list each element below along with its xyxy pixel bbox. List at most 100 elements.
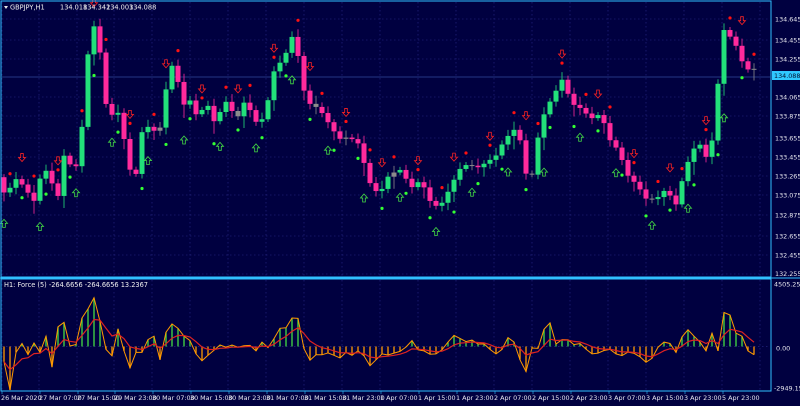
candle-body[interactable]	[61, 155, 67, 196]
candle-body[interactable]	[43, 170, 49, 179]
candle-body[interactable]	[337, 131, 343, 139]
candle-body[interactable]	[205, 105, 211, 110]
candle-body[interactable]	[37, 178, 43, 201]
candle-body[interactable]	[97, 26, 103, 53]
candle-body[interactable]	[73, 164, 79, 167]
candle-body[interactable]	[703, 144, 709, 157]
candle-body[interactable]	[595, 115, 601, 119]
candle-body[interactable]	[631, 175, 637, 182]
candle-body[interactable]	[241, 102, 247, 117]
candle-body[interactable]	[439, 202, 445, 206]
candle-body[interactable]	[373, 183, 379, 192]
candle-body[interactable]	[175, 65, 181, 82]
candle-body[interactable]	[499, 144, 505, 156]
candle-body[interactable]	[55, 183, 61, 196]
candle-body[interactable]	[463, 165, 469, 169]
candle-body[interactable]	[535, 137, 541, 175]
candle-body[interactable]	[403, 169, 409, 179]
candle-body[interactable]	[619, 147, 625, 160]
candle-body[interactable]	[625, 159, 631, 176]
candle-body[interactable]	[295, 36, 301, 56]
candle-body[interactable]	[349, 137, 355, 140]
candle-body[interactable]	[643, 189, 649, 199]
candle-body[interactable]	[325, 113, 331, 123]
candle-body[interactable]	[529, 173, 535, 175]
candle-body[interactable]	[139, 132, 145, 174]
candle-body[interactable]	[391, 172, 397, 177]
candle-body[interactable]	[697, 144, 703, 149]
candle-body[interactable]	[475, 165, 481, 168]
candle-body[interactable]	[397, 169, 403, 173]
candle-body[interactable]	[517, 129, 523, 141]
price-plot[interactable]	[0, 0, 757, 236]
candle-body[interactable]	[679, 181, 685, 205]
candle-body[interactable]	[91, 26, 97, 55]
candle-body[interactable]	[469, 165, 475, 167]
candle-body[interactable]	[745, 61, 751, 70]
candle-body[interactable]	[751, 68, 757, 70]
candle-body[interactable]	[67, 155, 73, 165]
candle-body[interactable]	[187, 100, 193, 105]
candle-body[interactable]	[13, 179, 19, 188]
candle-body[interactable]	[361, 143, 367, 163]
candle-body[interactable]	[217, 112, 223, 122]
candle-body[interactable]	[127, 139, 133, 170]
candle-body[interactable]	[523, 140, 529, 174]
candle-body[interactable]	[319, 106, 325, 114]
candle-body[interactable]	[673, 195, 679, 205]
candle-body[interactable]	[733, 36, 739, 46]
candle-body[interactable]	[421, 182, 427, 188]
candle-body[interactable]	[667, 190, 673, 196]
candle-body[interactable]	[19, 179, 25, 185]
candle-body[interactable]	[553, 90, 559, 102]
candle-body[interactable]	[343, 137, 349, 139]
candle-body[interactable]	[511, 129, 517, 136]
candle-body[interactable]	[7, 187, 13, 193]
candle-body[interactable]	[541, 114, 547, 138]
candle-body[interactable]	[739, 45, 745, 62]
candle-body[interactable]	[271, 71, 277, 101]
candle-body[interactable]	[505, 135, 511, 145]
candle-body[interactable]	[265, 100, 271, 120]
candle-body[interactable]	[691, 148, 697, 162]
candle-body[interactable]	[157, 127, 163, 131]
candle-body[interactable]	[25, 184, 31, 193]
indicator-axis[interactable]: 4505.252 0.00 -2949.154	[774, 281, 800, 393]
candle-body[interactable]	[289, 36, 295, 53]
candle-body[interactable]	[181, 81, 187, 105]
candle-body[interactable]	[193, 100, 199, 115]
candle-body[interactable]	[409, 178, 415, 188]
candle-body[interactable]	[169, 65, 175, 90]
candle-body[interactable]	[307, 90, 313, 104]
candle-body[interactable]	[685, 161, 691, 182]
candle-body[interactable]	[559, 79, 565, 91]
candle-body[interactable]	[379, 188, 385, 192]
candle-body[interactable]	[367, 162, 373, 184]
candle-body[interactable]	[415, 182, 421, 188]
candle-body[interactable]	[331, 122, 337, 132]
candle-body[interactable]	[481, 163, 487, 168]
candle-body[interactable]	[589, 113, 595, 119]
candle-body[interactable]	[121, 112, 127, 139]
candle-body[interactable]	[223, 101, 229, 113]
candle-body[interactable]	[709, 140, 715, 157]
candle-body[interactable]	[433, 200, 439, 206]
candle-body[interactable]	[457, 168, 463, 180]
candle-body[interactable]	[199, 109, 205, 115]
candle-body[interactable]	[229, 101, 235, 111]
candle-body[interactable]	[85, 54, 91, 127]
candle-body[interactable]	[661, 190, 667, 198]
candle-body[interactable]	[727, 30, 733, 37]
candle-body[interactable]	[601, 115, 607, 124]
candle-body[interactable]	[247, 102, 253, 111]
candle-body[interactable]	[571, 93, 577, 105]
candle-body[interactable]	[283, 52, 289, 63]
candle-body[interactable]	[253, 110, 259, 122]
candle-body[interactable]	[313, 103, 319, 107]
candle-body[interactable]	[277, 62, 283, 72]
candle-body[interactable]	[649, 198, 655, 200]
candle-body[interactable]	[235, 110, 241, 117]
candle-body[interactable]	[49, 170, 55, 184]
candle-body[interactable]	[31, 192, 37, 201]
